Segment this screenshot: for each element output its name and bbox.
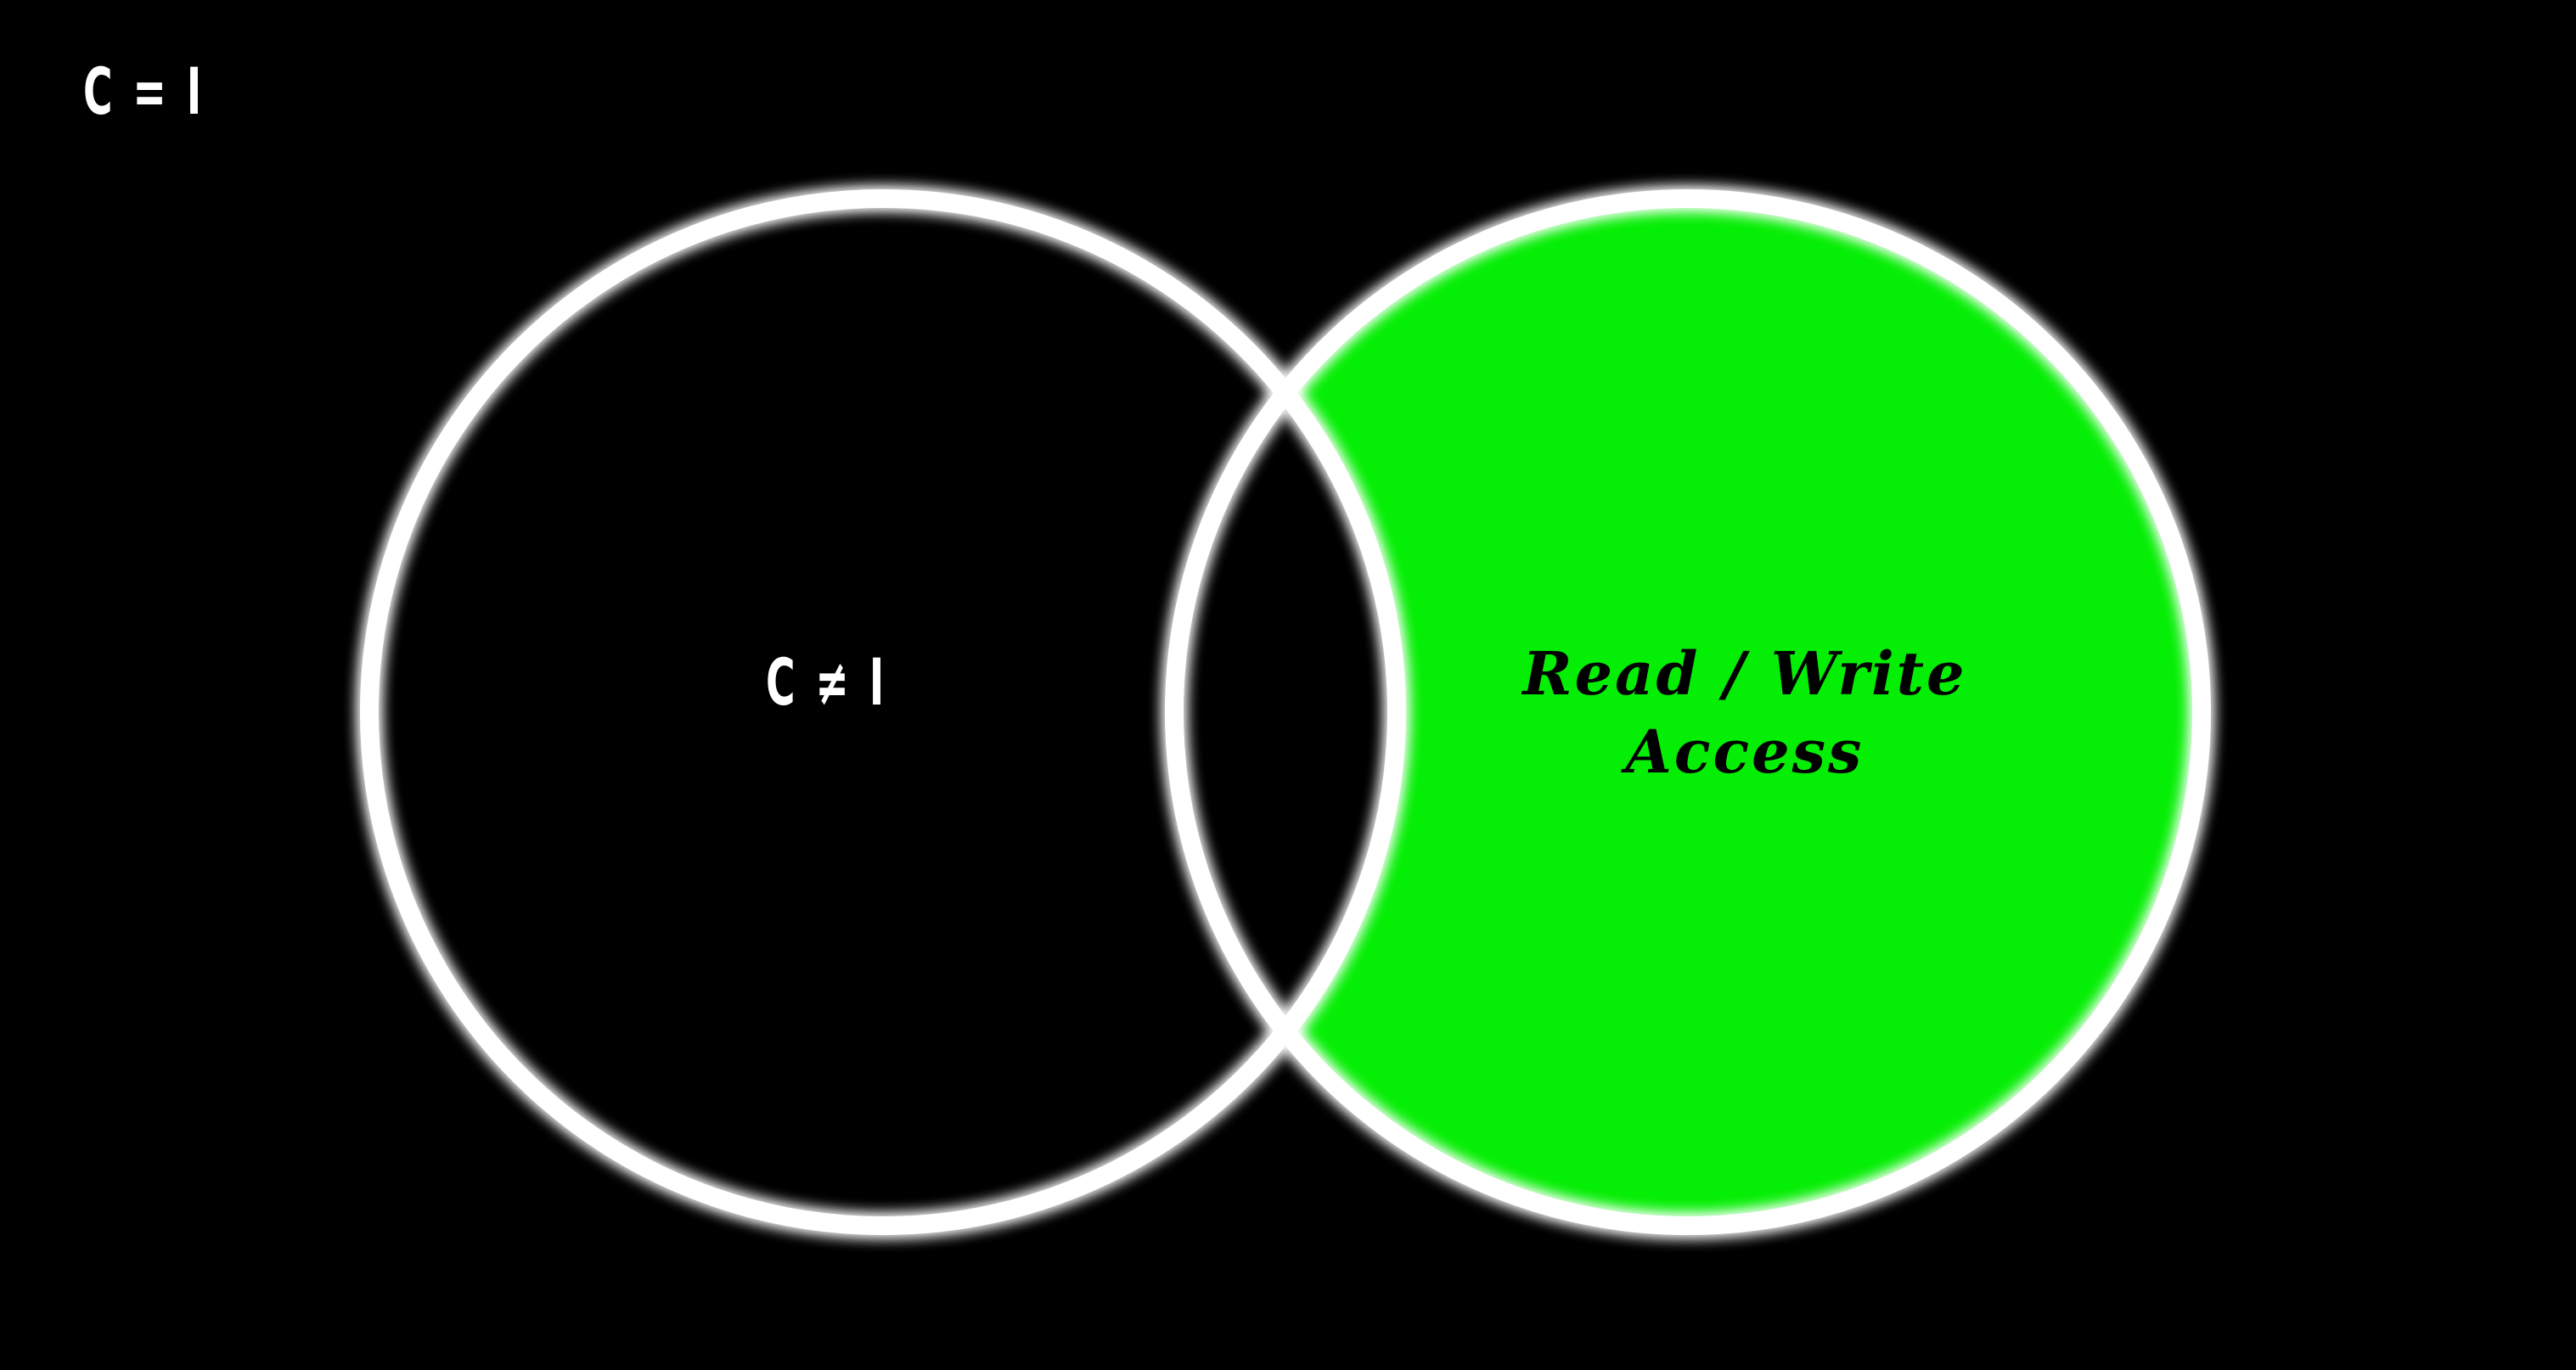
right-set-label: Read / Write Access bbox=[1477, 635, 2012, 791]
right-set-label-line-2: Access bbox=[1625, 716, 1865, 787]
diagram-title: C = I bbox=[83, 53, 205, 129]
left-set-label: C ≠ I bbox=[766, 644, 888, 720]
right-set-fill bbox=[1174, 199, 2202, 1226]
right-set-label-line-1: Read / Write bbox=[1522, 638, 1967, 709]
right-set-outline bbox=[1165, 189, 2211, 1235]
left-set-outline bbox=[360, 189, 1406, 1235]
